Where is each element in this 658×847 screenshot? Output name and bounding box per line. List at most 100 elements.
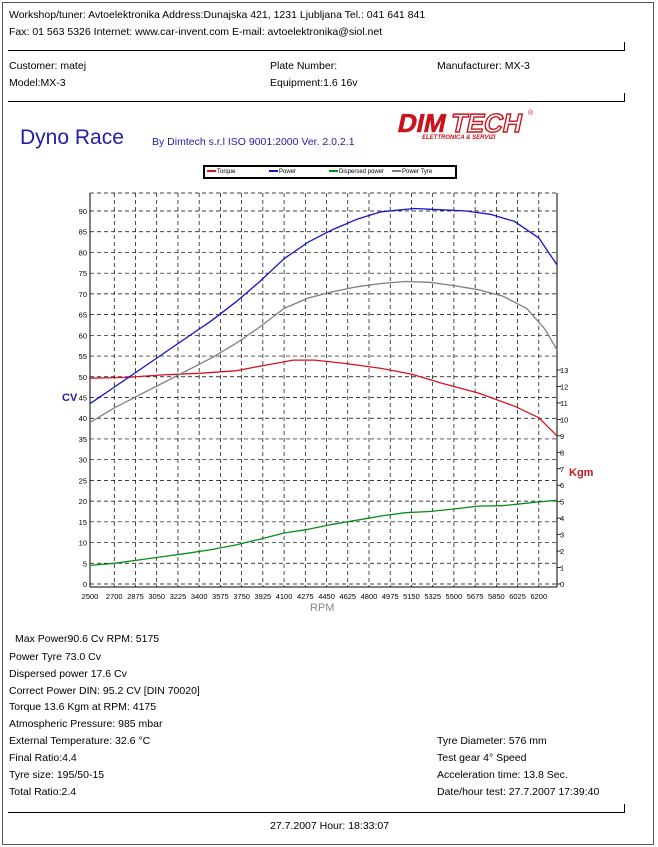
y-tick-label-right: 10	[560, 415, 568, 424]
max-torque: Torque 13.6 Kgm at RPM: 4175	[9, 701, 157, 713]
y-tick-label-left: 75	[79, 269, 87, 278]
x-tick-label: 5675	[467, 592, 484, 601]
y-tick-label-left: 35	[79, 435, 87, 444]
y-tick-label-left: 5	[83, 559, 87, 568]
external-temperature: External Temperature: 32.6 °C	[9, 735, 151, 747]
x-tick-label: 4800	[361, 592, 378, 601]
report-subtitle: By Dimtech s.r.l ISO 9001:2000 Ver. 2.0.…	[152, 136, 355, 148]
y-tick-label-left: 85	[79, 228, 87, 237]
y-tick-label-right: 3	[560, 531, 564, 540]
x-tick-label: 2700	[106, 592, 123, 601]
logo-text-tech: TECH	[448, 108, 525, 138]
atmospheric-pressure: Atmospheric Pressure: 985 mbar	[9, 718, 163, 730]
y-tick-label-left: 10	[79, 539, 87, 548]
workshop-line: Workshop/tuner: Avtoelektronika Address:…	[9, 9, 426, 21]
x-tick-label: 5500	[446, 592, 463, 601]
x-tick-label: 6200	[530, 592, 547, 601]
y-tick-label-left: 40	[79, 414, 87, 423]
y-tick-label-left: 55	[79, 352, 87, 361]
divider	[8, 50, 624, 51]
final-ratio: Final Ratio:4.4	[9, 752, 77, 764]
y-tick-label-right: 5	[560, 498, 564, 507]
y-tick-label-right: 11	[560, 399, 568, 408]
x-tick-label: 6025	[509, 592, 526, 601]
left-axis-label: CV	[62, 392, 78, 404]
x-tick-label: 3400	[191, 592, 208, 601]
tyre-size: Tyre size: 195/50-15	[9, 769, 105, 781]
y-tick-label-right: 0	[560, 580, 564, 589]
power-tyre-line	[89, 280, 558, 423]
power-tyre: Power Tyre 73.0 Cv	[9, 651, 102, 663]
divider	[8, 101, 624, 102]
dimtech-logo: DIM TECH ® ELETTRONICA & SERVIZI	[395, 108, 534, 140]
y-tick-label-left: 80	[79, 248, 87, 257]
legend-power: Power	[269, 168, 296, 176]
y-tick-label-left: 25	[79, 476, 87, 485]
acceleration-time: Acceleration time: 13.8 Sec.	[437, 769, 568, 781]
y-tick-label-left: 45	[79, 394, 87, 403]
legend-dispersed: Dispersed power	[329, 168, 384, 176]
x-tick-label: 4975	[382, 592, 399, 601]
y-tick-label-left: 65	[79, 311, 87, 320]
x-tick-label: 3750	[233, 592, 250, 601]
x-tick-label: 5325	[424, 592, 441, 601]
y-tick-label-right: 12	[560, 382, 568, 391]
y-tick-label-left: 20	[79, 497, 87, 506]
x-axis-label: RPM	[310, 602, 335, 614]
x-tick-label: 2500	[82, 592, 99, 601]
tyre-diameter: Tyre Diameter: 576 mm	[437, 735, 547, 747]
contact-line: Fax: 01 563 5326 Internet: www.car-inven…	[9, 26, 383, 38]
x-tick-label: 5150	[403, 592, 420, 601]
power-line	[89, 207, 558, 405]
logo-text-dim: DIM	[395, 108, 449, 138]
report-title: Dyno Race	[20, 126, 124, 149]
y-tick-label-left: 30	[79, 456, 87, 465]
x-tick-label: 4100	[276, 592, 293, 601]
equipment-field: Equipment:1.6 16v	[270, 77, 358, 89]
x-tick-label: 3575	[212, 592, 229, 601]
dispersed-power-line	[89, 499, 558, 567]
y-tick-label-right: 2	[560, 547, 564, 556]
divider-tick	[624, 804, 625, 813]
torque-line	[89, 359, 558, 437]
chart-legend: Torque Power Dispersed power Power Tyre	[203, 165, 457, 179]
x-tick-label: 4275	[297, 592, 314, 601]
dispersed-power: Dispersed power 17.6 Cv	[9, 668, 127, 680]
y-tick-label-left: 90	[79, 207, 87, 216]
test-gear: Test gear 4° Speed	[437, 752, 527, 764]
plate-field: Plate Number:	[270, 60, 338, 72]
x-tick-label: 4450	[318, 592, 335, 601]
correct-power-din: Correct Power DIN: 95.2 CV [DIN 70020]	[9, 685, 200, 697]
y-tick-label-left: 70	[79, 290, 87, 299]
x-tick-label: 3050	[148, 592, 165, 601]
total-ratio: Total Ratio:2.4	[9, 786, 77, 798]
x-tick-label: 4625	[339, 592, 356, 601]
y-tick-label-left: 15	[79, 518, 87, 527]
y-tick-label-right: 7	[560, 465, 564, 474]
footer-timestamp: 27.7.2007 Hour: 18:33:07	[270, 820, 390, 832]
y-tick-label-right: 13	[560, 366, 568, 375]
y-tick-label-left: 60	[79, 331, 87, 340]
divider-tick	[624, 42, 625, 51]
x-tick-label: 3925	[255, 592, 272, 601]
date-hour-test: Date/hour test: 27.7.2007 17:39:40	[437, 786, 600, 798]
legend-torque: Torque	[207, 168, 235, 176]
y-tick-label-right: 1	[560, 564, 564, 573]
right-axis-label: Kgm	[569, 467, 594, 479]
x-tick-label: 2875	[127, 592, 144, 601]
y-tick-label-left: 0	[83, 580, 87, 589]
y-tick-label-right: 6	[560, 481, 564, 490]
x-tick-label: 3225	[170, 592, 187, 601]
divider-tick	[624, 93, 625, 102]
x-tick-label: 5850	[488, 592, 505, 601]
y-tick-label-right: 8	[560, 448, 564, 457]
logo-tagline: ELETTRONICA & SERVIZI	[422, 135, 496, 140]
y-tick-label-right: 9	[560, 432, 564, 441]
y-tick-label-left: 50	[79, 373, 87, 382]
divider	[8, 812, 624, 813]
customer-field: Customer: matej	[9, 60, 87, 72]
manufacturer-field: Manufacturer: MX-3	[437, 60, 530, 72]
max-power: Max Power90.6 Cv RPM: 5175	[15, 633, 160, 645]
